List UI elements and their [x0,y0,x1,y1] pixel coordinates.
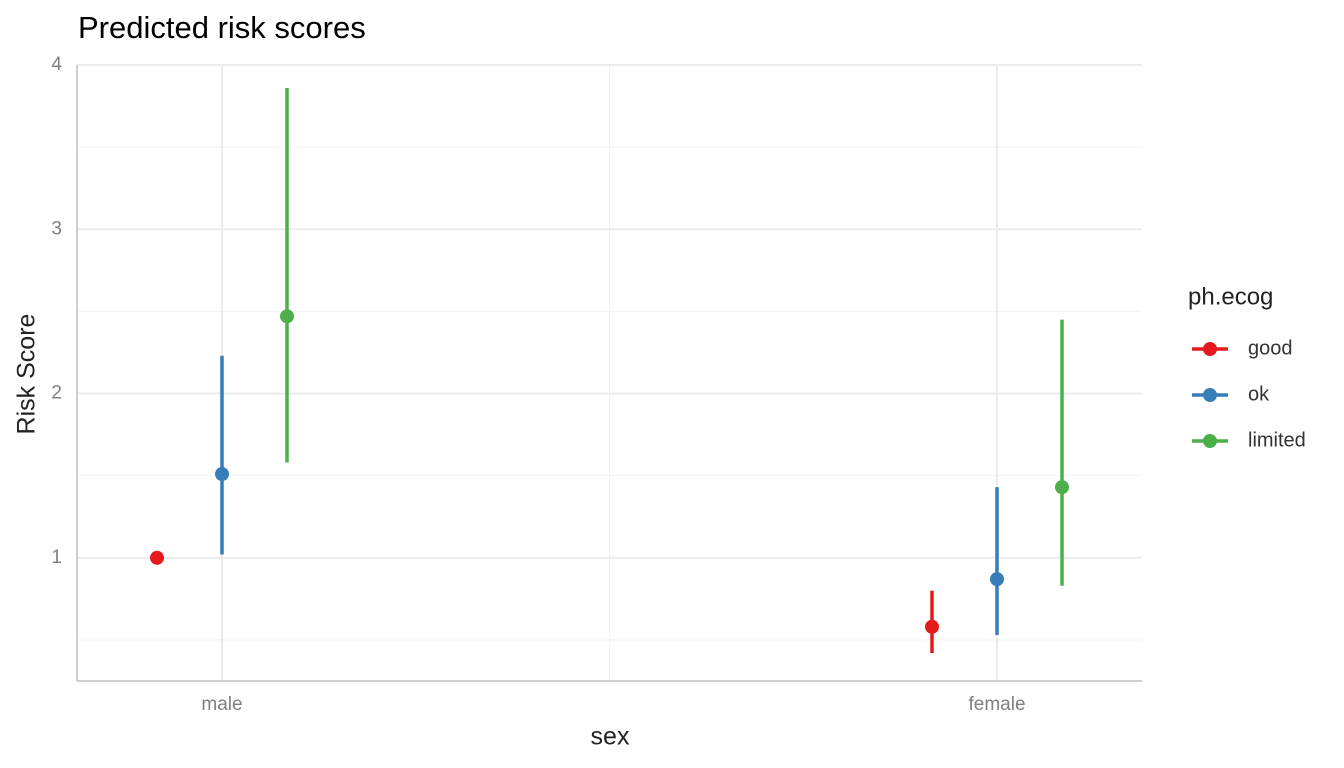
x-tick-label: male [201,694,242,715]
legend-title: ph.ecog [1188,283,1273,310]
y-tick-label: 3 [51,218,62,239]
point [280,309,294,324]
point [1055,480,1069,495]
point [990,572,1004,587]
x-axis-title: sex [591,723,630,751]
legend-key-point [1203,388,1217,402]
point [925,619,939,634]
y-tick-label: 1 [51,547,62,568]
legend-label: limited [1248,429,1306,451]
point [215,467,229,482]
y-tick-label: 4 [51,54,62,75]
y-tick-label: 2 [51,383,62,404]
legend-key-point [1203,434,1217,448]
legend-label: good [1248,337,1293,359]
legend-label: ok [1248,383,1270,405]
point [150,550,164,565]
x-tick-label: female [968,694,1025,715]
legend-key-point [1203,342,1217,356]
y-axis-title: Risk Score [13,314,41,435]
chart-title: Predicted risk scores [78,10,366,45]
